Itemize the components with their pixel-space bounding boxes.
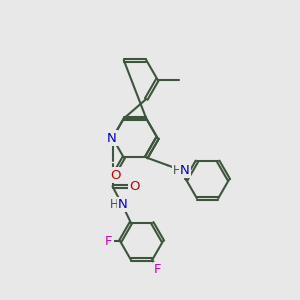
Text: O: O: [129, 180, 140, 193]
Text: N: N: [180, 164, 190, 177]
Text: N: N: [107, 131, 116, 145]
Text: H: H: [172, 164, 181, 177]
Text: F: F: [105, 235, 113, 248]
Text: O: O: [110, 169, 120, 182]
Text: F: F: [154, 263, 162, 276]
Text: N: N: [118, 198, 128, 211]
Text: H: H: [110, 198, 119, 211]
